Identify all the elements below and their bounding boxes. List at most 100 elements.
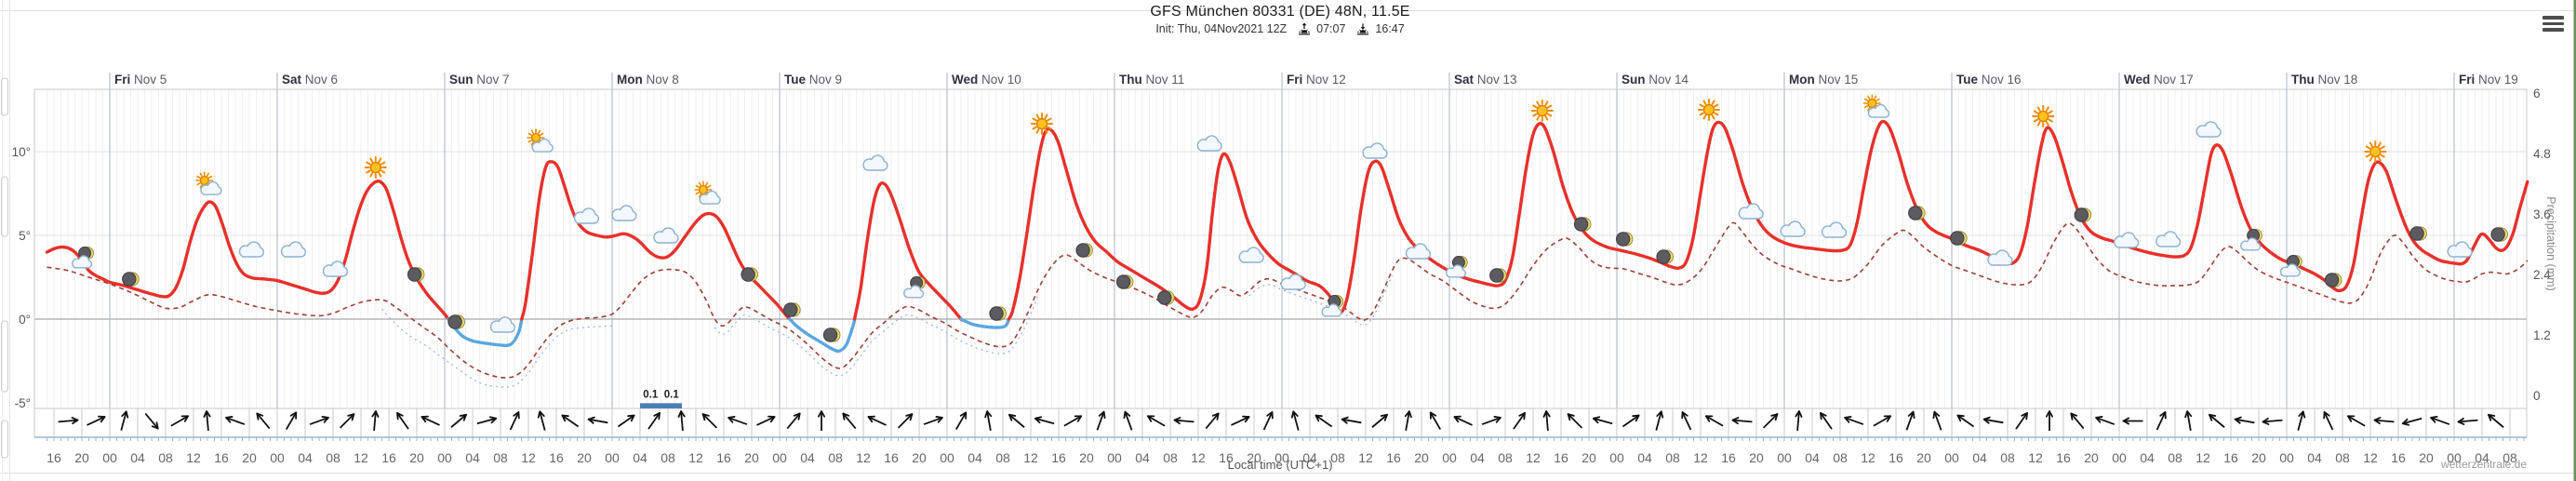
moon-cloud-icon bbox=[903, 276, 926, 299]
wind-arrow bbox=[1705, 415, 1724, 427]
wind-arrow bbox=[1404, 410, 1412, 431]
temp-axis-label: 0° bbox=[19, 313, 31, 327]
moon-cloud-icon bbox=[2279, 255, 2302, 277]
day-label: Wed Nov 17 bbox=[2124, 73, 2194, 87]
sunset-icon bbox=[1356, 23, 1368, 35]
wind-arrow bbox=[2457, 417, 2478, 425]
sun-icon bbox=[364, 156, 387, 179]
wind-arrow bbox=[1173, 417, 1195, 425]
time-tick-label: 12 bbox=[856, 450, 871, 465]
wind-arrow bbox=[537, 410, 546, 431]
day-label: Wed Nov 10 bbox=[952, 73, 1021, 87]
wind-arrow bbox=[1622, 414, 1640, 428]
moon-icon bbox=[1157, 290, 1175, 305]
sunrise-time: 07:07 bbox=[1316, 22, 1346, 35]
wind-arrow bbox=[817, 410, 826, 431]
day-label: Fri Nov 19 bbox=[2459, 73, 2518, 87]
moon-icon bbox=[741, 267, 758, 282]
time-tick-label: 20 bbox=[1247, 450, 1261, 465]
wind-arrow bbox=[396, 411, 409, 430]
day-labels: Fri Nov 5 Sat Nov 6 Sun Nov 7 Mon Nov 8 Tue … bbox=[114, 73, 2518, 87]
watermark: wetterzentrale.de bbox=[2440, 458, 2527, 471]
moon-icon bbox=[447, 314, 465, 329]
cloud-icon bbox=[489, 316, 516, 333]
wind-arrow bbox=[842, 412, 857, 430]
wind-arrow bbox=[677, 410, 686, 432]
moon-cloud-icon bbox=[1445, 256, 1468, 278]
temperature-line-below-zero bbox=[959, 317, 1010, 329]
wind-arrow bbox=[1315, 414, 1333, 428]
dewpoint-secondary-line bbox=[714, 295, 1039, 377]
moon-icon bbox=[1908, 206, 1926, 220]
wind-arrow bbox=[285, 411, 298, 431]
time-tick-label: 20 bbox=[1582, 450, 1596, 465]
dewpoint-line bbox=[47, 221, 2529, 379]
wind-arrow bbox=[1956, 414, 1975, 428]
time-tick-label: 20 bbox=[242, 450, 257, 465]
time-tick-label: 16 bbox=[2056, 450, 2071, 465]
cloud-icon bbox=[1780, 220, 1806, 237]
time-tick-label: 12 bbox=[1693, 450, 1708, 465]
dewpoint-secondary-curve bbox=[381, 274, 1394, 388]
moon-icon bbox=[407, 267, 425, 282]
wind-arrow bbox=[509, 411, 520, 431]
wind-row bbox=[34, 408, 2527, 441]
moon-cloud-icon bbox=[2240, 229, 2262, 251]
wind-arrow bbox=[2122, 417, 2143, 425]
wind-arrow bbox=[2156, 411, 2167, 431]
sun-icon bbox=[1031, 113, 1053, 135]
time-tick-label: 00 bbox=[437, 450, 452, 465]
wind-arrow bbox=[2323, 411, 2334, 431]
wind-arrow bbox=[420, 415, 440, 426]
time-tick-label: 12 bbox=[186, 450, 201, 465]
precip-axis-label: 1.2 bbox=[2533, 328, 2551, 342]
time-tick-label: 16 bbox=[1051, 450, 1066, 465]
wind-arrow bbox=[1762, 413, 1779, 429]
cloud-icon bbox=[573, 207, 600, 224]
wind-arrow bbox=[1341, 416, 1362, 424]
time-tick-label: 20 bbox=[1749, 450, 1764, 465]
time-tick-label: 08 bbox=[2503, 450, 2517, 465]
time-tick-label: 12 bbox=[354, 450, 368, 465]
time-tick-label: 00 bbox=[2447, 450, 2462, 465]
time-tick-label: 12 bbox=[1526, 450, 1541, 465]
wind-arrow bbox=[756, 415, 776, 426]
cloud-icon bbox=[1280, 274, 1306, 290]
wind-arrow bbox=[1481, 416, 1502, 425]
wind-arrow bbox=[1513, 411, 1526, 430]
cloud-icon bbox=[862, 154, 888, 171]
time-tick-label: 20 bbox=[577, 450, 592, 465]
moon-icon bbox=[989, 306, 1007, 321]
menu-button[interactable] bbox=[2543, 16, 2564, 34]
wind-arrow bbox=[1231, 415, 1250, 426]
wind-arrow bbox=[617, 414, 635, 428]
right-axis-title: Precipitation (mm) bbox=[2544, 196, 2557, 291]
precip-bar-label: 0.1 bbox=[643, 389, 659, 400]
page-title: GFS München 80331 (DE) 48N, 11.5E bbox=[1150, 4, 1410, 20]
sun-cloud-icon bbox=[1862, 94, 1890, 118]
time-tick-label: 08 bbox=[158, 450, 173, 465]
dewpoint-secondary-line bbox=[381, 308, 613, 388]
wind-arrow bbox=[2297, 410, 2306, 431]
time-tick-label: 12 bbox=[1358, 450, 1373, 465]
time-tick-label: 16 bbox=[1721, 450, 1736, 465]
time-tick-label: 16 bbox=[1889, 450, 1903, 465]
day-label: Thu Nov 11 bbox=[1119, 73, 1184, 87]
wind-arrow bbox=[1655, 410, 1664, 431]
wind-arrow bbox=[2184, 410, 2193, 431]
time-tick-label: 04 bbox=[800, 450, 815, 465]
time-tick-label: 16 bbox=[1554, 450, 1568, 465]
time-tick-label: 04 bbox=[1470, 450, 1485, 465]
moon-icon bbox=[122, 272, 140, 287]
day-label: Fri Nov 12 bbox=[1287, 73, 1346, 87]
moon-icon bbox=[2324, 273, 2342, 287]
cloud-icon bbox=[611, 205, 637, 221]
wind-arrow bbox=[954, 411, 968, 431]
gridlines bbox=[34, 89, 2527, 408]
cloud-icon bbox=[280, 241, 307, 258]
time-tick-label: 04 bbox=[1135, 450, 1150, 465]
wind-arrow bbox=[561, 414, 580, 428]
cloud-icon bbox=[1738, 203, 1764, 220]
